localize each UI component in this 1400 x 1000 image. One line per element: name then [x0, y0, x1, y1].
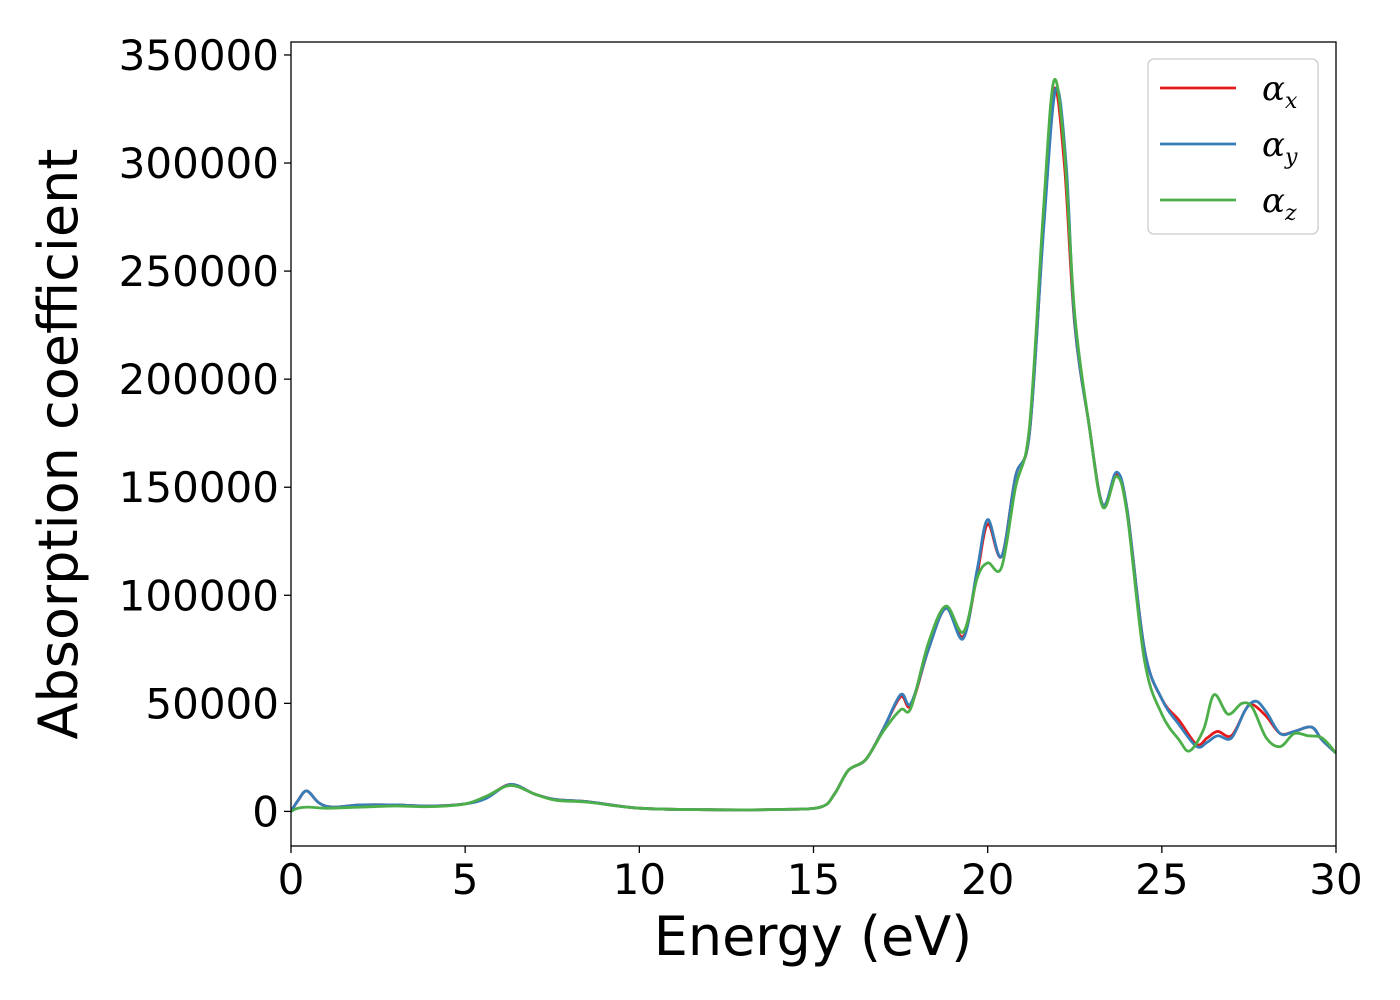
- x-tick-label: 10: [613, 855, 666, 904]
- x-tick-label: 5: [452, 855, 479, 904]
- x-tick-label: 20: [961, 855, 1014, 904]
- series-layer: [291, 77, 1336, 813]
- y-tick-label: 350000: [119, 31, 279, 80]
- legend-label-z: αz: [1262, 181, 1297, 226]
- y-tick-label: 50000: [145, 679, 279, 728]
- y-tick-label: 250000: [119, 247, 279, 296]
- legend-label-y: αy: [1262, 125, 1298, 170]
- y-tick-label: 0: [252, 787, 279, 836]
- y-axis-label: Absorption coefficient: [27, 149, 90, 740]
- legend: αx αy αz: [1147, 58, 1319, 235]
- x-tick-label: 15: [787, 855, 840, 904]
- x-tick-label: 25: [1135, 855, 1188, 904]
- x-axis-ticks: 0 5 10 15 20 25 30: [278, 846, 1363, 904]
- y-axis-ticks: 0 50000 100000 150000 200000 250000 300000 3500…: [119, 31, 291, 836]
- y-tick-label: 100000: [119, 571, 279, 620]
- series-line-α-z: [291, 77, 1336, 813]
- y-tick-label: 150000: [119, 463, 279, 512]
- legend-box: [1147, 58, 1319, 235]
- legend-label-x: αx: [1262, 69, 1298, 114]
- x-tick-label: 0: [278, 855, 305, 904]
- y-tick-label: 200000: [119, 355, 279, 404]
- legend-entries: αx αy αz: [1160, 69, 1298, 226]
- x-tick-label: 30: [1309, 855, 1362, 904]
- y-tick-label: 300000: [119, 139, 279, 188]
- x-axis-label: Energy (eV): [654, 905, 973, 968]
